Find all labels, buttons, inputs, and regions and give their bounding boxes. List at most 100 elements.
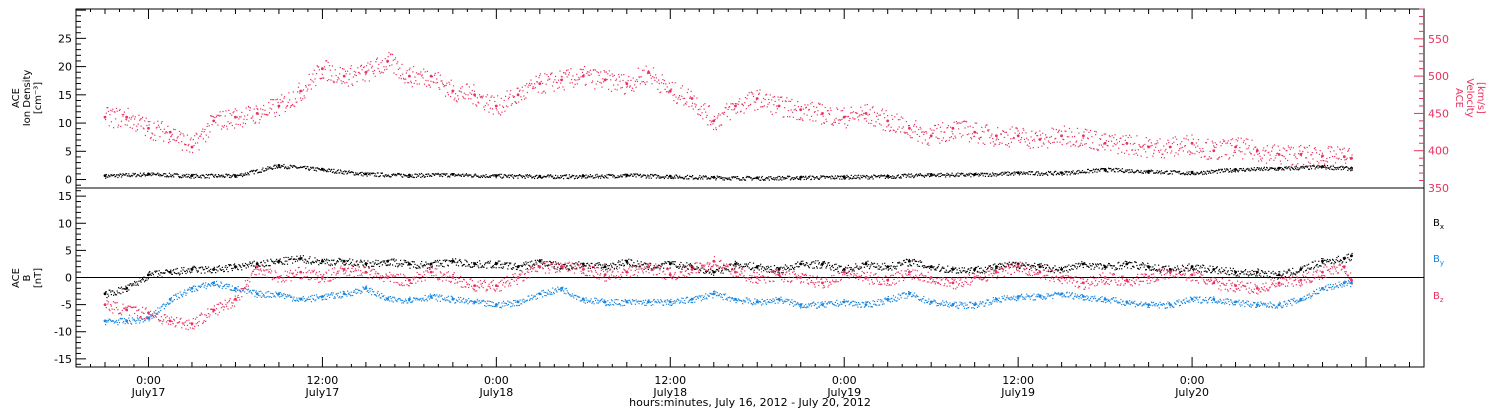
density-dot (686, 174, 689, 176)
velocity-dot (106, 107, 108, 109)
density-dot (602, 176, 605, 178)
velocity-dot (413, 82, 415, 84)
velocity-dot (760, 101, 763, 103)
by-dot (358, 289, 360, 291)
density-dot (205, 177, 207, 179)
density-dot (947, 173, 950, 175)
velocity-dot (322, 77, 324, 79)
velocity-dot (589, 74, 591, 76)
by-dot (553, 293, 555, 295)
velocity-dot (516, 87, 518, 89)
by-dot (194, 290, 196, 292)
density-dot (957, 172, 959, 174)
density-dot (552, 175, 554, 177)
velocity-dot (143, 128, 145, 130)
velocity-dot (210, 115, 212, 117)
by-dot (647, 300, 649, 303)
density-dot (414, 173, 416, 175)
density-dot (112, 174, 114, 176)
density-dot (168, 172, 170, 174)
velocity-dot (1310, 154, 1313, 156)
velocity-dot (123, 111, 125, 113)
by-dot (476, 298, 478, 301)
velocity-dot (989, 137, 991, 139)
velocity-dot (521, 86, 523, 88)
velocity-dot (161, 121, 163, 123)
velocity-dot (995, 139, 997, 141)
top-density-dots (103, 163, 1353, 181)
density-dot (183, 174, 185, 176)
density-dot (285, 166, 287, 168)
by-dot (849, 303, 851, 305)
velocity-dot (213, 116, 215, 118)
density-dot (1196, 171, 1198, 173)
by-dot (882, 301, 884, 303)
velocity-dot (565, 69, 568, 72)
density-dot (660, 176, 663, 178)
velocity-dot (995, 143, 997, 145)
by-dot (389, 296, 391, 298)
density-dot (274, 167, 276, 169)
velocity-dot (245, 107, 247, 109)
by-dot (675, 300, 677, 302)
density-dot (1255, 170, 1257, 172)
velocity-point (1016, 134, 1020, 138)
by-dot (721, 296, 723, 298)
by-dot (542, 296, 544, 298)
density-dot (547, 174, 549, 176)
by-dot (220, 282, 223, 284)
velocity-dot (956, 123, 958, 125)
by-dot (841, 303, 843, 305)
by-dot (535, 298, 537, 300)
by-dot (973, 307, 976, 309)
by-dot (136, 320, 138, 322)
velocity-dot (492, 108, 494, 110)
density-dot (349, 172, 351, 174)
density-dot (357, 174, 360, 176)
density-dot (681, 176, 684, 179)
velocity-dot (131, 127, 133, 129)
by-dot (792, 302, 794, 304)
by-dot (950, 304, 952, 306)
velocity-dot (965, 120, 967, 122)
velocity-dot (804, 104, 806, 106)
density-dot (1239, 168, 1241, 170)
density-dot (170, 176, 173, 178)
density-dot (798, 178, 800, 180)
velocity-dot (671, 81, 673, 84)
density-dot (557, 175, 559, 177)
velocity-dot (711, 120, 713, 122)
velocity-dot (1171, 143, 1173, 145)
density-dot (829, 176, 831, 178)
density-dot (767, 178, 769, 180)
velocity-dot (325, 60, 327, 62)
by-dot (541, 290, 543, 292)
density-dot (1276, 167, 1279, 169)
velocity-dot (1224, 140, 1226, 142)
by-dot (732, 298, 734, 300)
density-dot (262, 167, 264, 169)
velocity-dot (347, 70, 349, 72)
density-dot (820, 175, 822, 177)
velocity-dot (748, 92, 750, 94)
velocity-dot (997, 138, 1000, 141)
by-dot (163, 303, 165, 305)
density-dot (848, 178, 850, 180)
by-dot (551, 293, 553, 295)
density-dot (819, 177, 821, 179)
density-dot (623, 174, 625, 176)
velocity-dot (737, 103, 739, 105)
velocity-dot (416, 83, 418, 85)
velocity-dot (902, 117, 904, 119)
by-dot (263, 294, 265, 296)
velocity-dot (1337, 158, 1339, 160)
velocity-dot (618, 73, 620, 76)
velocity-dot (268, 102, 270, 104)
density-dot (1086, 171, 1088, 173)
velocity-dot (402, 73, 404, 75)
by-dot (165, 303, 168, 306)
velocity-dot (368, 80, 370, 82)
by-dot (370, 287, 372, 289)
density-dot (594, 174, 597, 176)
velocity-dot (924, 139, 926, 141)
